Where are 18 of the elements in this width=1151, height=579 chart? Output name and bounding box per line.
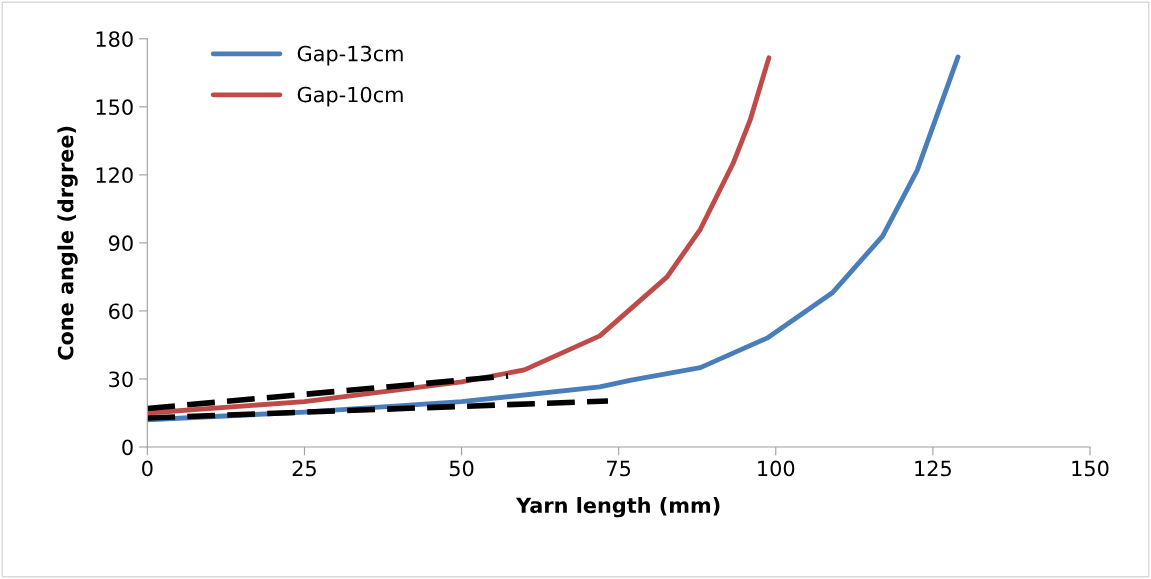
x-axis-title: Yarn length (mm) — [515, 497, 720, 518]
y-tick-label: 180 — [96, 31, 133, 47]
x-tick-label: 50 — [449, 460, 474, 477]
x-tick-label: 25 — [292, 460, 316, 477]
legend-label: Gap-10cm — [297, 86, 403, 107]
legend-label: Gap-13cm — [297, 45, 403, 66]
y-tick-label: 30 — [109, 371, 133, 388]
y-axis-title: Cone angle (drgree) — [57, 126, 78, 360]
x-tick-label: 150 — [1072, 460, 1109, 477]
x-tick-label: 0 — [142, 460, 153, 477]
x-tick-label: 75 — [607, 460, 631, 477]
y-tick-label: 0 — [122, 439, 133, 456]
x-tick-label: 125 — [915, 460, 951, 477]
x-tick-label: 100 — [758, 460, 795, 477]
y-tick-label: 150 — [96, 99, 133, 116]
y-tick-label: 120 — [96, 167, 133, 184]
y-tick-label: 90 — [108, 235, 133, 252]
y-tick-label: 60 — [109, 303, 133, 320]
